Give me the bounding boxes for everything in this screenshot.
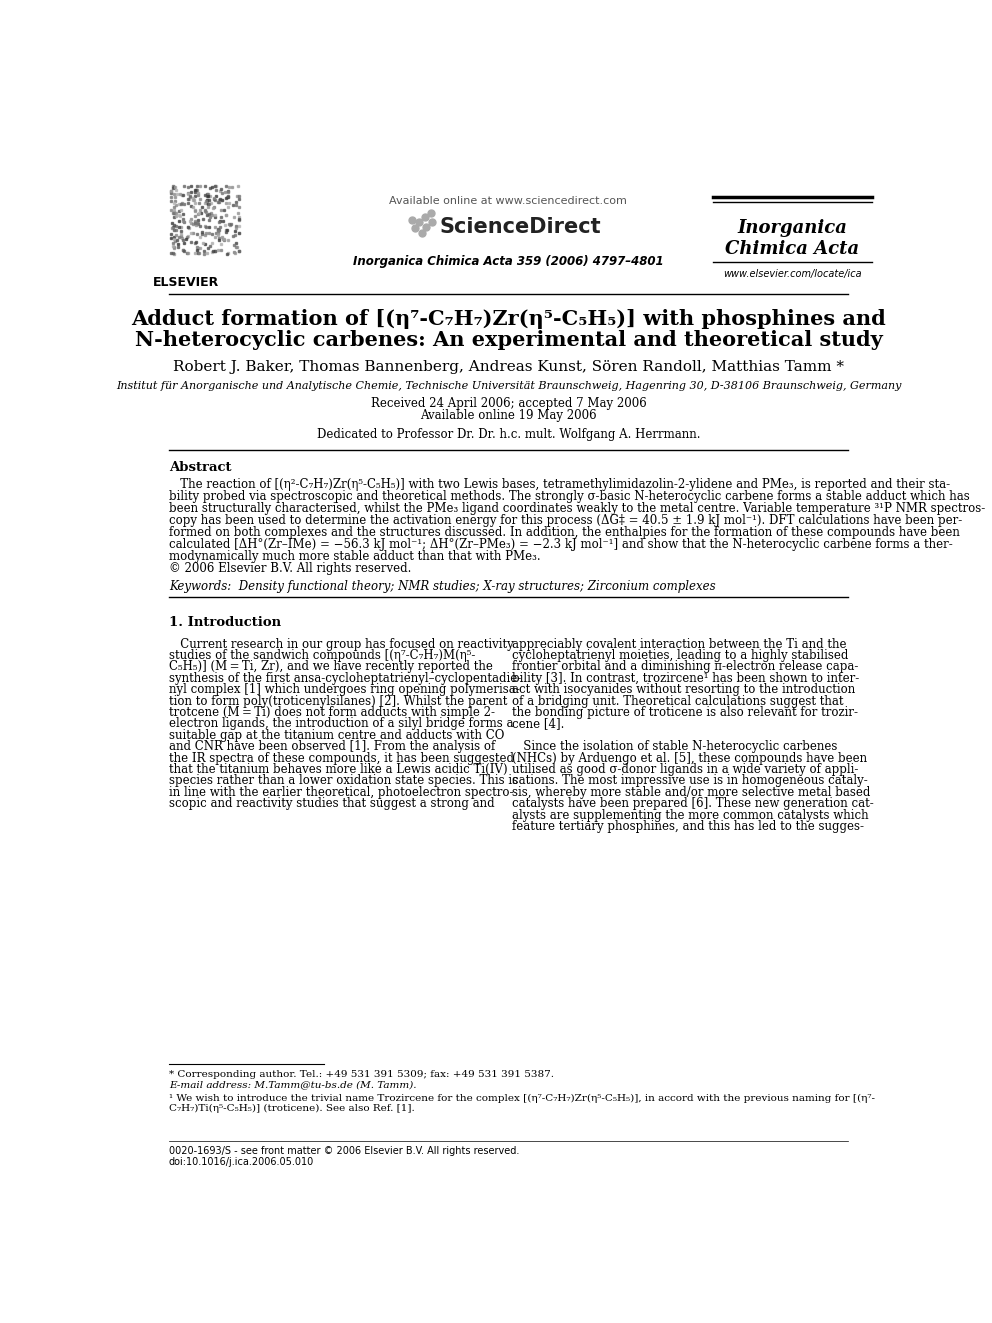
Text: doi:10.1016/j.ica.2006.05.010: doi:10.1016/j.ica.2006.05.010 — [169, 1158, 314, 1167]
Text: trotcene (M = Ti) does not form adducts with simple 2-: trotcene (M = Ti) does not form adducts … — [169, 706, 495, 720]
Text: Robert J. Baker, Thomas Bannenberg, Andreas Kunst, Sören Randoll, Matthias Tamm : Robert J. Baker, Thomas Bannenberg, Andr… — [173, 360, 844, 374]
Text: feature tertiary phosphines, and this has led to the sugges-: feature tertiary phosphines, and this ha… — [512, 820, 863, 833]
Text: catalysts have been prepared [6]. These new generation cat-: catalysts have been prepared [6]. These … — [512, 798, 873, 810]
Text: Abstract: Abstract — [169, 460, 231, 474]
Text: cycloheptatrienyl moieties, leading to a highly stabilised: cycloheptatrienyl moieties, leading to a… — [512, 650, 848, 662]
Text: calculated [ΔH°(Zr–IMe) = −56.3 kJ mol⁻¹; ΔH°(Zr–PMe₃) = −2.3 kJ mol⁻¹] and show: calculated [ΔH°(Zr–IMe) = −56.3 kJ mol⁻¹… — [169, 538, 952, 550]
Text: E-mail address: M.Tamm@tu-bs.de (M. Tamm).: E-mail address: M.Tamm@tu-bs.de (M. Tamm… — [169, 1081, 417, 1089]
Text: bility probed via spectroscopic and theoretical methods. The strongly σ-basic N-: bility probed via spectroscopic and theo… — [169, 491, 970, 503]
Text: Available online at www.sciencedirect.com: Available online at www.sciencedirect.co… — [390, 196, 627, 205]
Text: Institut für Anorganische und Analytische Chemie, Technische Universität Braunsc: Institut für Anorganische und Analytisch… — [116, 381, 901, 390]
Text: Chimica Acta: Chimica Acta — [725, 239, 859, 258]
Text: suitable gap at the titanium centre and adducts with CO: suitable gap at the titanium centre and … — [169, 729, 504, 742]
Text: studies of the sandwich compounds [(η⁷-C₇H₇)M(η⁵-: studies of the sandwich compounds [(η⁷-C… — [169, 650, 475, 662]
Text: appreciably covalent interaction between the Ti and the: appreciably covalent interaction between… — [512, 638, 846, 651]
Text: alysts are supplementing the more common catalysts which: alysts are supplementing the more common… — [512, 808, 868, 822]
Text: and CNR have been observed [1]. From the analysis of: and CNR have been observed [1]. From the… — [169, 741, 495, 753]
Text: of a bridging unit. Theoretical calculations suggest that: of a bridging unit. Theoretical calculat… — [512, 695, 843, 708]
Text: synthesis of the first ansa-cycloheptatrienyl–cyclopentadie-: synthesis of the first ansa-cycloheptatr… — [169, 672, 521, 685]
Text: been structurally characterised, whilst the PMe₃ ligand coordinates weakly to th: been structurally characterised, whilst … — [169, 503, 985, 515]
Text: © 2006 Elsevier B.V. All rights reserved.: © 2006 Elsevier B.V. All rights reserved… — [169, 562, 412, 576]
Text: Available online 19 May 2006: Available online 19 May 2006 — [420, 409, 597, 422]
Text: act with isocyanides without resorting to the introduction: act with isocyanides without resorting t… — [512, 683, 855, 696]
Text: N-heterocyclic carbenes: An experimental and theoretical study: N-heterocyclic carbenes: An experimental… — [135, 329, 882, 349]
Text: C₇H₇)Ti(η⁵-C₅H₅)] (troticene). See also Ref. [1].: C₇H₇)Ti(η⁵-C₅H₅)] (troticene). See also … — [169, 1105, 415, 1114]
Text: in line with the earlier theoretical, photoelectron spectro-: in line with the earlier theoretical, ph… — [169, 786, 514, 799]
Text: that the titanium behaves more like a Lewis acidic Ti(IV): that the titanium behaves more like a Le… — [169, 763, 508, 777]
Text: ¹ We wish to introduce the trivial name Trozircene for the complex [(η⁷-C₇H₇)Zr(: ¹ We wish to introduce the trivial name … — [169, 1094, 875, 1103]
Text: www.elsevier.com/locate/ica: www.elsevier.com/locate/ica — [723, 269, 861, 279]
Text: electron ligands, the introduction of a silyl bridge forms a: electron ligands, the introduction of a … — [169, 717, 514, 730]
Text: ScienceDirect: ScienceDirect — [439, 217, 601, 237]
Text: Current research in our group has focused on reactivity: Current research in our group has focuse… — [169, 638, 514, 651]
Text: sis, whereby more stable and/or more selective metal based: sis, whereby more stable and/or more sel… — [512, 786, 870, 799]
Text: ELSEVIER: ELSEVIER — [153, 275, 219, 288]
Text: Inorganica: Inorganica — [737, 218, 847, 237]
Text: modynamically much more stable adduct than that with PMe₃.: modynamically much more stable adduct th… — [169, 550, 541, 562]
Text: C₅H₅)] (M = Ti, Zr), and we have recently reported the: C₅H₅)] (M = Ti, Zr), and we have recentl… — [169, 660, 493, 673]
Text: Since the isolation of stable N-heterocyclic carbenes: Since the isolation of stable N-heterocy… — [512, 741, 837, 753]
Text: Keywords:  Density functional theory; NMR studies; X-ray structures; Zirconium c: Keywords: Density functional theory; NMR… — [169, 579, 715, 593]
Text: Inorganica Chimica Acta 359 (2006) 4797–4801: Inorganica Chimica Acta 359 (2006) 4797–… — [353, 255, 664, 269]
Text: Dedicated to Professor Dr. Dr. h.c. mult. Wolfgang A. Herrmann.: Dedicated to Professor Dr. Dr. h.c. mult… — [316, 429, 700, 442]
Text: cations. The most impressive use is in homogeneous cataly-: cations. The most impressive use is in h… — [512, 774, 867, 787]
Text: * Corresponding author. Tel.: +49 531 391 5309; fax: +49 531 391 5387.: * Corresponding author. Tel.: +49 531 39… — [169, 1070, 554, 1078]
Text: Received 24 April 2006; accepted 7 May 2006: Received 24 April 2006; accepted 7 May 2… — [371, 397, 646, 410]
Text: formed on both complexes and the structures discussed. In addition, the enthalpi: formed on both complexes and the structu… — [169, 527, 960, 538]
Text: Adduct formation of [(η⁷-C₇H₇)Zr(η⁵-C₅H₅)] with phosphines and: Adduct formation of [(η⁷-C₇H₇)Zr(η⁵-C₅H₅… — [131, 308, 886, 329]
Text: (NHCs) by Arduengo et al. [5], these compounds have been: (NHCs) by Arduengo et al. [5], these com… — [512, 751, 867, 765]
Text: copy has been used to determine the activation energy for this process (ΔG‡ = 40: copy has been used to determine the acti… — [169, 515, 962, 527]
Text: 1. Introduction: 1. Introduction — [169, 617, 281, 630]
Text: scopic and reactivity studies that suggest a strong and: scopic and reactivity studies that sugge… — [169, 798, 495, 810]
Text: bility [3]. In contrast, trozircene¹ has been shown to inter-: bility [3]. In contrast, trozircene¹ has… — [512, 672, 859, 685]
Text: frontier orbital and a diminishing π-electron release capa-: frontier orbital and a diminishing π-ele… — [512, 660, 858, 673]
Text: 0020-1693/S - see front matter © 2006 Elsevier B.V. All rights reserved.: 0020-1693/S - see front matter © 2006 El… — [169, 1146, 520, 1156]
Text: tion to form poly(troticenylsilanes) [2]. Whilst the parent: tion to form poly(troticenylsilanes) [2]… — [169, 695, 507, 708]
Text: species rather than a lower oxidation state species. This is: species rather than a lower oxidation st… — [169, 774, 518, 787]
Text: nyl complex [1] which undergoes ring opening polymerisa-: nyl complex [1] which undergoes ring ope… — [169, 683, 520, 696]
Text: utilised as good σ-donor ligands in a wide variety of appli-: utilised as good σ-donor ligands in a wi… — [512, 763, 858, 777]
Text: the IR spectra of these compounds, it has been suggested: the IR spectra of these compounds, it ha… — [169, 751, 514, 765]
Text: the bonding picture of troticene is also relevant for trozir-: the bonding picture of troticene is also… — [512, 706, 857, 720]
Text: cene [4].: cene [4]. — [512, 717, 563, 730]
Text: The reaction of [(η²-C₇H₇)Zr(η⁵-C₅H₅)] with two Lewis bases, tetramethylimidazol: The reaction of [(η²-C₇H₇)Zr(η⁵-C₅H₅)] w… — [169, 479, 950, 491]
